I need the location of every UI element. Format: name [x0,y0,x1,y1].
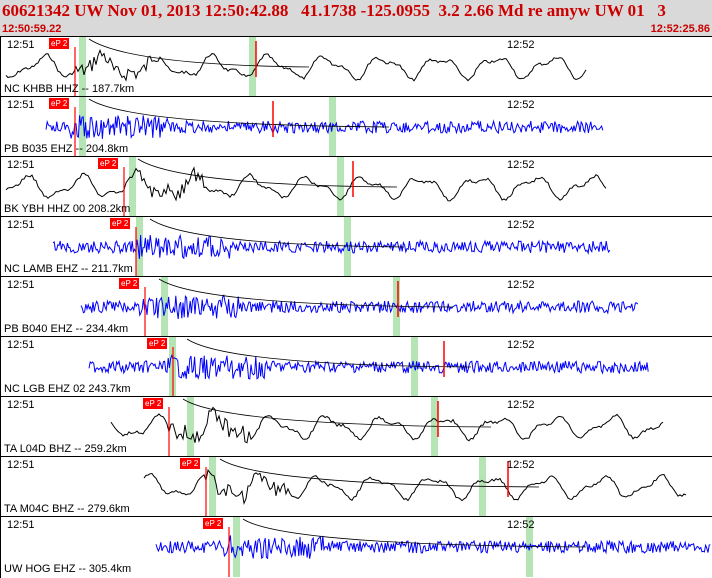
arrival-window-band [249,37,256,97]
waveform-path [88,354,649,380]
phase-pick-flag[interactable]: eP 2 [147,338,168,349]
arrival-window-band [187,397,194,457]
coda-decay-curve [186,338,472,368]
trace-row: 12:51 12:52 eP 2 NC KHBB HHZ -- 187.7km [1,36,712,97]
waveform-path [80,293,639,320]
coda-decay-curve [137,158,398,188]
waveform-path [155,535,711,560]
waveform-path [45,115,604,139]
arrival-window-band [79,97,86,157]
start-time: 12:50:59.22 [2,23,62,35]
trace-row: 12:51 12:52 eP 2 PB B040 EHZ -- 234.4km [1,276,712,337]
time-tick-label: 12:52 [507,459,535,471]
event-title: 60621342 UW Nov 01, 2013 12:50:42.88 41.… [2,1,666,20]
time-tick-label: 12:51 [7,159,35,171]
time-tick-label: 12:51 [7,39,35,51]
trace-row: 12:51 12:52 eP 2 TA L04D BHZ -- 259.2km [1,396,712,457]
trace-row: 12:51 12:52 eP 2 TA M04C BHZ -- 279.6km [1,456,712,517]
waveform [143,458,687,517]
phase-pick-flag[interactable]: eP 2 [49,38,70,49]
arrival-window-band [209,457,216,517]
waveform [88,338,649,397]
coda-decay-curve [242,518,587,548]
station-label: BK YBH HHZ 00 208.2km [4,203,131,215]
time-tick-label: 12:51 [7,459,35,471]
time-tick-label: 12:52 [507,399,535,411]
coda-decay-curve [158,278,454,308]
phase-pick-flag[interactable]: eP 2 [180,458,201,469]
waveform-path [143,468,687,506]
seismogram-panel: 12:51 12:52 eP 2 NC KHBB HHZ -- 187.7km 12:5… [0,36,712,578]
waveform-path [52,233,611,260]
time-tick-label: 12:52 [507,279,535,291]
station-label: NC LAMB EHZ -- 211.7km [4,263,133,275]
waveform-path [5,48,587,82]
coda-decay-curve [219,458,540,488]
trace-row: 12:51 12:52 eP 2 BK YBH HHZ 00 208.2km [1,156,712,217]
phase-pick-flag[interactable]: eP 2 [203,518,224,529]
phase-pick-flag[interactable]: eP 2 [49,98,70,109]
arrival-window-band [337,157,344,217]
trace-row: 12:51 12:52 eP 2 NC LAMB EHZ -- 211.7km [1,216,712,277]
waveform [45,98,604,157]
time-tick-label: 12:52 [507,39,535,51]
station-label: UW HOG EHZ -- 305.4km [4,563,132,575]
time-tick-label: 12:51 [7,99,35,111]
waveform [5,158,607,217]
time-tick-label: 12:52 [507,99,535,111]
trace-row: 12:51 12:52 eP 2 PB B035 EHZ -- 204.8km [1,96,712,157]
time-tick-label: 12:51 [7,219,35,231]
arrival-window-band [161,277,168,337]
time-tick-label: 12:51 [7,399,35,411]
waveform-path [110,406,664,444]
phase-pick-flag[interactable]: eP 2 [143,398,164,409]
event-header: 60621342 UW Nov 01, 2013 12:50:42.88 41.… [0,0,712,36]
arrival-window-band [431,397,438,457]
time-tick-label: 12:52 [507,339,535,351]
coda-decay-curve [88,98,390,128]
time-tick-label: 12:52 [507,519,535,531]
arrival-window-band [233,517,240,577]
coda-decay-curve [182,398,492,428]
arrival-window-band [479,457,486,517]
waveform [80,278,639,337]
trace-row: 12:51 12:52 eP 2 NC LGB EHZ 02 243.7km [1,336,712,397]
time-tick-label: 12:51 [7,519,35,531]
time-tick-label: 12:52 [507,159,535,171]
time-tick-label: 12:51 [7,339,35,351]
station-label: NC KHBB HHZ -- 187.7km [4,83,135,95]
end-time: 12:52:25.86 [650,23,710,35]
phase-pick-flag[interactable]: eP 2 [110,218,131,229]
waveform [5,38,587,97]
waveform [110,398,664,457]
waveform [52,218,611,277]
coda-decay-curve [149,218,405,248]
phase-pick-flag[interactable]: eP 2 [119,278,140,289]
phase-pick-flag[interactable]: eP 2 [98,158,119,169]
time-tick-label: 12:51 [7,279,35,291]
waveform [155,518,711,577]
trace-row: 12:51 12:52 eP 2 UW HOG EHZ -- 305.4km [1,516,712,577]
waveform-path [5,166,607,202]
station-label: TA L04D BHZ -- 259.2km [4,443,127,455]
station-label: TA M04C BHZ -- 279.6km [4,503,130,515]
station-label: NC LGB EHZ 02 243.7km [4,383,131,395]
arrival-window-band [129,157,136,217]
station-label: PB B035 EHZ -- 204.8km [4,143,129,155]
time-tick-label: 12:52 [507,219,535,231]
station-label: PB B040 EHZ -- 234.4km [4,323,129,335]
coda-decay-curve [88,38,310,68]
